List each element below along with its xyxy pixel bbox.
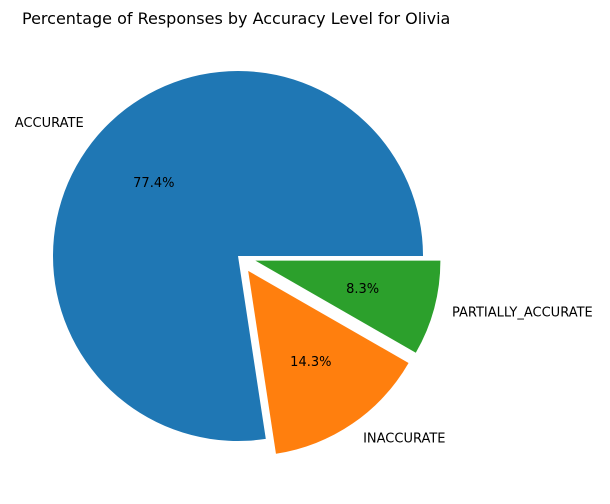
pct-label-partially-accurate: 8.3% <box>346 282 379 297</box>
pie-labels: 77.4% ACCURATE 14.3% INACCURATE 8.3% PARTIALL… <box>15 116 593 446</box>
slice-label-partially-accurate: PARTIALLY_ACCURATE <box>452 306 593 321</box>
pie-slice-accurate <box>53 71 424 441</box>
pie-slices <box>53 71 441 454</box>
slice-label-accurate: ACCURATE <box>15 116 84 131</box>
pct-label-accurate: 77.4% <box>133 176 174 191</box>
pct-label-inaccurate: 14.3% <box>290 355 331 370</box>
chart-title: Percentage of Responses by Accuracy Leve… <box>22 9 450 28</box>
pie-slice-inaccurate <box>248 270 409 454</box>
slice-label-inaccurate: INACCURATE <box>363 431 445 446</box>
pie-slice-partially-accurate <box>255 260 441 353</box>
